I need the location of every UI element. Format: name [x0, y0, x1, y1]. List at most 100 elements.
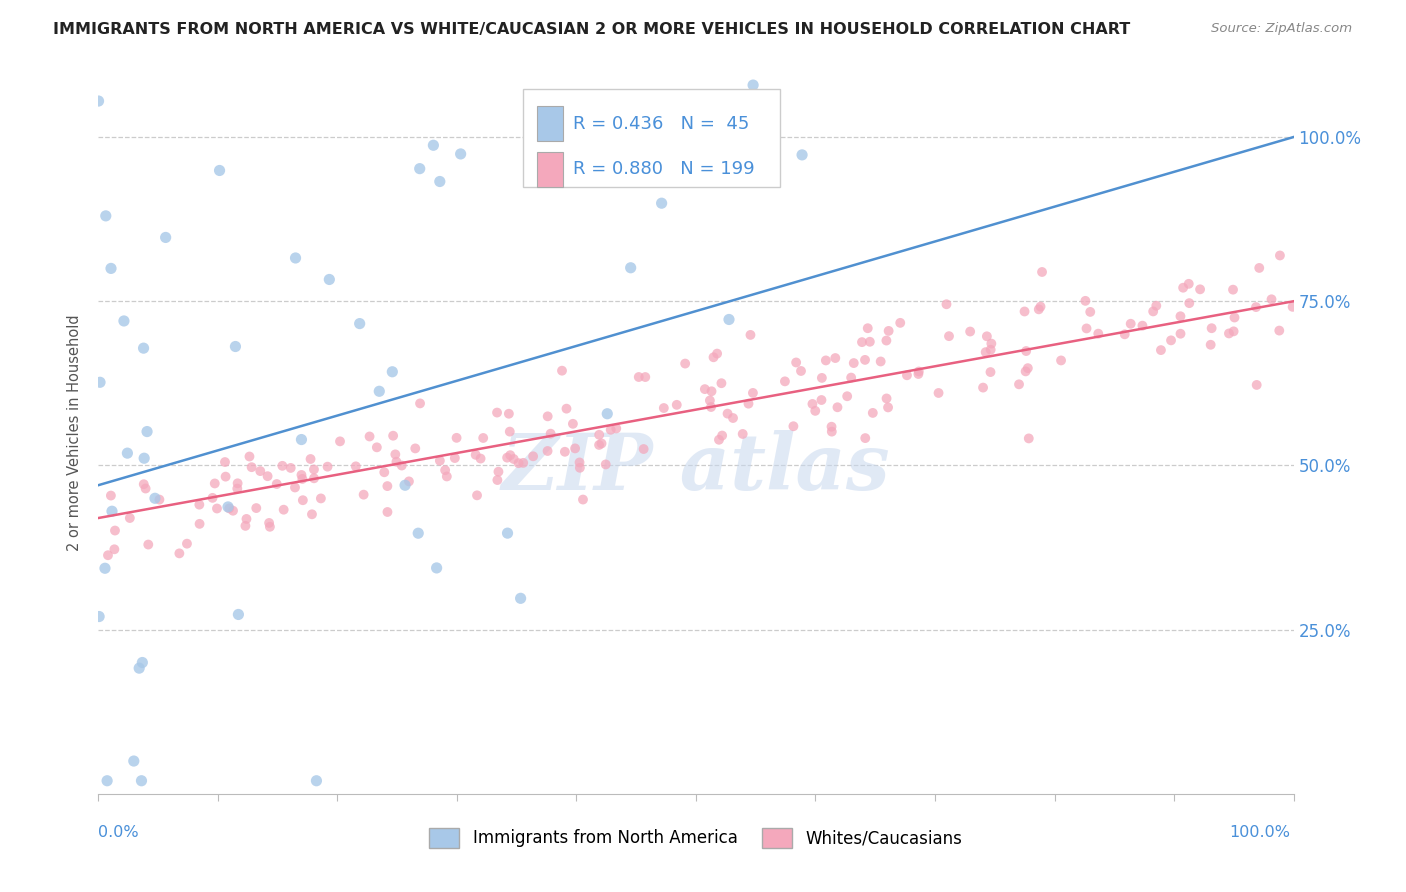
Point — [896, 368, 918, 383]
Point — [1189, 282, 1212, 296]
Point — [118, 511, 141, 525]
Point — [1268, 324, 1291, 338]
Point — [131, 656, 153, 670]
Point — [699, 393, 721, 408]
Point — [238, 450, 260, 464]
Point — [290, 433, 312, 447]
Point — [907, 367, 929, 381]
Point — [851, 335, 873, 350]
Point — [555, 401, 578, 416]
Bar — [537, 106, 564, 141]
Point — [591, 436, 613, 450]
Point — [1031, 265, 1053, 279]
Point — [839, 370, 862, 384]
Point — [291, 493, 314, 508]
Point — [259, 520, 281, 534]
Point — [1222, 283, 1244, 297]
Point — [702, 351, 724, 365]
Point — [222, 504, 245, 518]
Point — [368, 384, 391, 399]
Point — [472, 431, 495, 445]
Point — [384, 447, 406, 461]
Point — [859, 334, 882, 349]
Point — [443, 451, 465, 466]
Point — [94, 561, 117, 575]
Point — [742, 385, 765, 400]
Point — [706, 346, 728, 360]
Point — [377, 479, 399, 493]
Point — [790, 148, 813, 162]
Point — [273, 502, 295, 516]
Point — [249, 464, 271, 478]
Point — [245, 501, 267, 516]
Point — [1008, 377, 1031, 392]
Point — [1281, 300, 1303, 314]
Point — [409, 161, 432, 176]
Point — [634, 370, 657, 384]
Point — [1150, 343, 1173, 357]
Point — [496, 526, 519, 541]
Point — [721, 411, 744, 425]
Point — [329, 434, 352, 449]
Point — [235, 512, 257, 526]
Point — [980, 343, 1002, 357]
Point — [740, 327, 762, 342]
Point — [1029, 300, 1052, 314]
Point — [877, 324, 900, 338]
Point — [502, 452, 524, 467]
Point — [785, 355, 807, 369]
Point — [302, 462, 325, 476]
Point — [907, 364, 929, 378]
Point — [214, 469, 236, 483]
Point — [188, 498, 211, 512]
Text: R = 0.880   N = 199: R = 0.880 N = 199 — [572, 161, 755, 178]
Point — [257, 516, 280, 530]
Point — [790, 364, 813, 378]
Point — [1017, 361, 1039, 376]
Point — [148, 492, 170, 507]
Point — [717, 312, 740, 326]
Point — [564, 442, 586, 456]
Point — [1218, 326, 1240, 341]
Point — [938, 329, 960, 343]
Point — [1160, 334, 1182, 348]
Point — [1246, 378, 1268, 392]
Point — [540, 426, 562, 441]
Point — [134, 451, 156, 466]
Point — [136, 425, 159, 439]
Point — [820, 419, 842, 434]
Point — [381, 365, 404, 379]
Point — [1028, 302, 1050, 317]
Point — [132, 477, 155, 491]
Point — [572, 492, 595, 507]
Point — [588, 438, 610, 452]
Point — [155, 230, 177, 244]
Y-axis label: 2 or more Vehicles in Household: 2 or more Vehicles in Household — [67, 314, 83, 551]
Point — [596, 407, 619, 421]
Point — [131, 773, 153, 788]
Point — [605, 421, 627, 435]
Point — [169, 546, 191, 560]
Point — [935, 297, 957, 311]
Point — [814, 353, 837, 368]
Point — [284, 481, 307, 495]
Point — [782, 419, 804, 434]
Text: 0.0%: 0.0% — [98, 825, 139, 840]
Point — [633, 442, 655, 456]
Point — [1119, 317, 1142, 331]
Point — [429, 453, 451, 467]
Point — [450, 147, 472, 161]
Point — [488, 465, 510, 479]
Point — [536, 444, 558, 458]
Point — [1199, 338, 1222, 352]
Point — [344, 459, 367, 474]
Point — [409, 396, 432, 410]
Point — [673, 357, 696, 371]
Point — [266, 477, 288, 491]
Point — [853, 431, 876, 445]
Bar — [523, 89, 780, 187]
Point — [132, 341, 155, 355]
Point — [821, 425, 844, 439]
Point — [465, 488, 488, 502]
Point — [97, 548, 120, 562]
